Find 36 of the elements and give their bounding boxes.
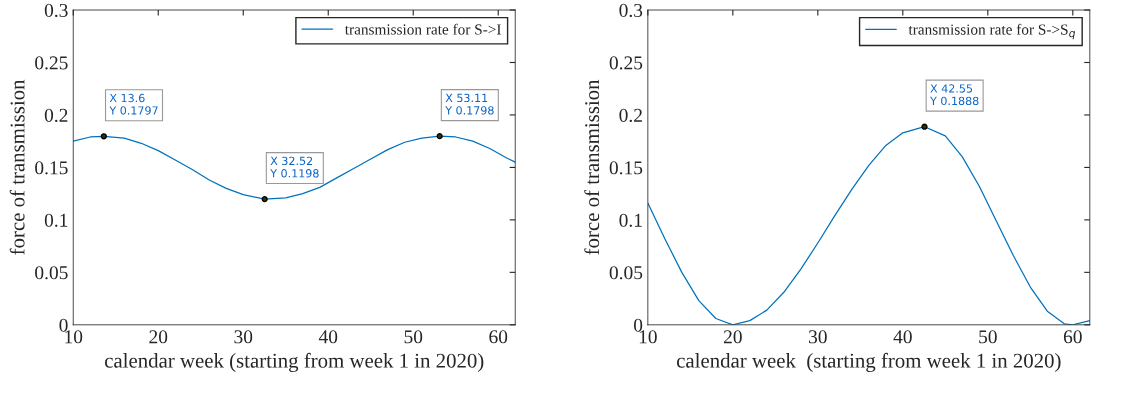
x-axis-title: calendar week (starting from week 1 in 2020) <box>105 352 484 373</box>
x-tick-label: 60 <box>1063 330 1082 344</box>
legend-label: transmission rate for S->S$_{q}$ <box>908 23 1076 40</box>
x-tick-label: 30 <box>809 330 827 344</box>
x-tick-label: 50 <box>979 330 997 344</box>
annotation: X 32.52 Y 0.1198 <box>270 156 319 178</box>
y-tick-label: 0.3 <box>619 3 643 18</box>
annotation: X 13.6 Y 0.1797 <box>109 93 158 115</box>
y-tick-label: 0 <box>633 318 643 332</box>
legend-label: transmission rate for S->I <box>344 23 501 35</box>
y-tick-label: 0.15 <box>35 161 68 175</box>
x-tick-label: 40 <box>318 330 338 344</box>
x-tick-label: 20 <box>723 330 742 344</box>
x-tick-label: 60 <box>489 330 508 344</box>
x-axis-title: calendar week (starting from week 1 in 2020) <box>676 352 1061 373</box>
x-tick-label: 40 <box>893 330 912 344</box>
x-tick-label: 20 <box>149 330 168 344</box>
y-axis-title: force of transmission <box>9 79 25 255</box>
x-tick-label: 10 <box>65 330 83 344</box>
y-tick-label: 0.25 <box>609 56 643 70</box>
y-axis-title: force of transmission <box>584 79 600 255</box>
y-tick-label: 0.05 <box>35 266 68 280</box>
y-tick-label: 0.3 <box>44 3 68 18</box>
x-tick-label: 30 <box>234 330 253 344</box>
y-tick-label: 0.05 <box>609 266 643 280</box>
y-tick-label: 0 <box>59 318 68 332</box>
annotation: X 42.55 Y 0.1888 <box>930 84 979 106</box>
y-tick-label: 0.1 <box>619 213 642 227</box>
annotation: X 53.11 Y 0.1798 <box>445 93 494 115</box>
y-tick-label: 0.15 <box>609 161 643 175</box>
y-tick-label: 0.1 <box>44 213 68 227</box>
y-tick-label: 0.2 <box>44 108 68 122</box>
y-tick-label: 0.2 <box>619 108 642 122</box>
x-tick-label: 10 <box>639 330 657 344</box>
x-tick-label: 50 <box>404 330 423 344</box>
y-tick-label: 0.25 <box>35 56 68 70</box>
